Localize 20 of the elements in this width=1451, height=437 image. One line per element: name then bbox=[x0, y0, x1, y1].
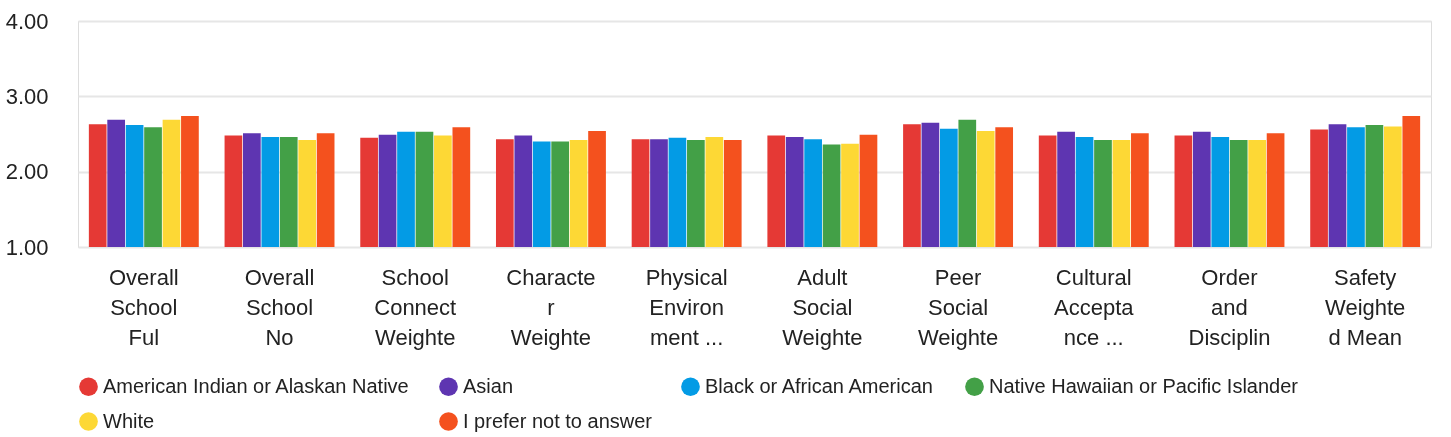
x-tick-label: Safety Weighte d Mean bbox=[1325, 264, 1406, 350]
x-tick-label: Characte r Weighte bbox=[506, 264, 596, 350]
x-tick-label: Overall School No bbox=[244, 264, 315, 350]
x-tick-label: Order and Disciplin bbox=[1188, 264, 1271, 350]
x-tick-label: School Connect Weighte bbox=[374, 264, 457, 350]
legend-label: White bbox=[103, 409, 155, 432]
y-tick-label: 1.00 bbox=[5, 234, 49, 260]
y-tick-label: 3.00 bbox=[5, 83, 49, 109]
x-tick-label: Overall School Ful bbox=[108, 264, 179, 350]
x-tick-label: Physical Environ ment ... bbox=[645, 264, 728, 350]
legend-label: American Indian or Alaskan Native bbox=[103, 374, 409, 397]
x-tick-label: Peer Social Weighte bbox=[917, 264, 999, 350]
x-tick-label: Adult Social Weighte bbox=[782, 264, 863, 350]
legend-label: Native Hawaiian or Pacific Islander bbox=[989, 374, 1299, 397]
legend-label: Black or African American bbox=[705, 374, 933, 397]
y-tick-label: 4.00 bbox=[5, 8, 49, 34]
y-tick-label: 2.00 bbox=[5, 159, 49, 185]
legend-label: Asian bbox=[463, 374, 514, 397]
legend-label: I prefer not to answer bbox=[463, 409, 653, 432]
x-tick-label: Cultural Accepta nce ... bbox=[1054, 264, 1135, 350]
